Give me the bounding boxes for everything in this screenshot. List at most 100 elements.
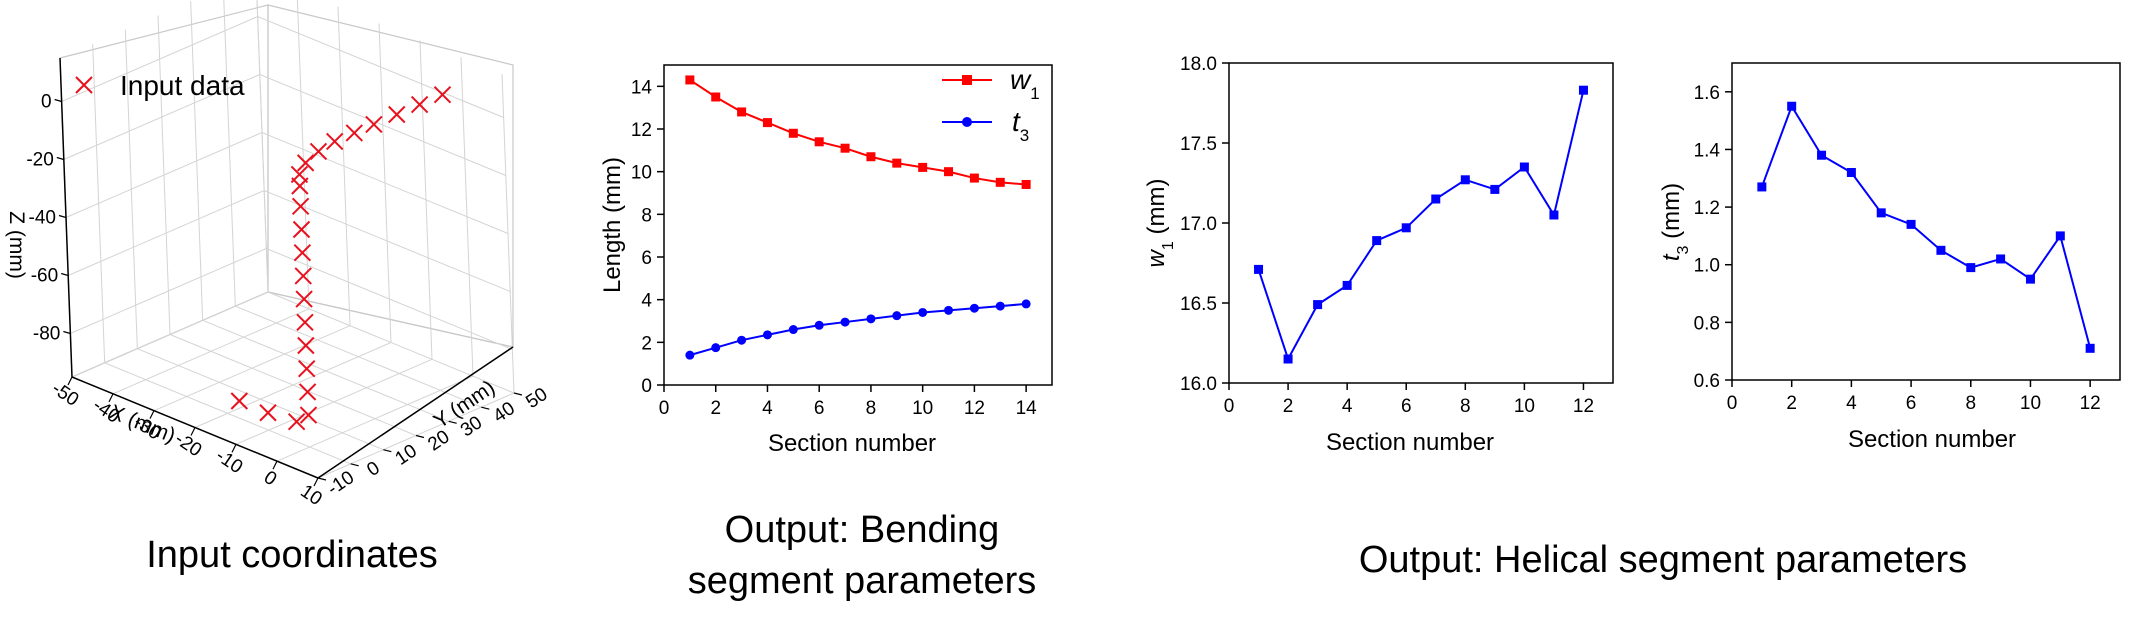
x-axis-label: Section number	[768, 430, 936, 457]
data-point-stroke	[230, 392, 249, 410]
data-point	[1313, 300, 1323, 310]
y-tick-label: 16.0	[1180, 374, 1217, 395]
data-point	[814, 137, 824, 147]
data-point	[1460, 175, 1470, 185]
y-tick-label: 0.6	[1694, 371, 1720, 392]
data-point-stroke	[291, 177, 309, 195]
data-point	[325, 132, 344, 151]
x-tick-mark	[272, 460, 278, 470]
data-point	[892, 158, 902, 168]
z-tick-label: -40	[29, 208, 56, 229]
z-tick-mark	[54, 98, 62, 103]
data-point	[1936, 245, 1946, 255]
y-tick-label: 12	[631, 120, 652, 141]
data-point	[365, 115, 383, 134]
y-tick-mark	[513, 392, 523, 396]
floor-grid-line	[202, 319, 449, 422]
data-point	[1021, 179, 1031, 189]
floor-grid-line	[169, 334, 417, 436]
data-point	[296, 313, 314, 332]
x-tick-label: 4	[762, 398, 773, 419]
y-tick-label: 0.8	[1694, 313, 1720, 334]
y-tick-label: 14	[631, 77, 653, 98]
z-tick-label: 0	[41, 92, 52, 113]
data-point	[840, 317, 850, 327]
x-tick-label: 0	[1727, 393, 1738, 414]
data-point-stroke	[365, 115, 383, 134]
data-point-stroke	[298, 359, 316, 378]
data-point	[840, 143, 850, 153]
x-tick-label: 10	[1514, 396, 1535, 417]
y-tick-label: -10	[324, 467, 359, 500]
x-tick-label: -20	[171, 429, 206, 462]
data-point	[291, 177, 309, 195]
data-point	[685, 75, 695, 85]
data-point	[297, 336, 315, 355]
data-point	[1283, 354, 1293, 364]
data-point	[1966, 263, 1976, 273]
data-point	[1787, 101, 1797, 111]
x-tick-label: 8	[866, 398, 877, 419]
data-point-stroke	[292, 220, 311, 239]
legend-t3-name: t	[1012, 106, 1021, 137]
y-tick-label: 17.5	[1180, 134, 1217, 155]
data-point	[298, 359, 316, 378]
z-tick-label: -80	[33, 324, 60, 345]
x-tick-label: -50	[48, 378, 83, 411]
data-point-stroke	[287, 412, 306, 431]
y-axis-label-sub: 1	[1160, 241, 1177, 250]
data-point-stroke	[345, 124, 363, 142]
y-tick-mark	[383, 449, 392, 453]
data-point-stroke	[299, 406, 318, 424]
y-tick-label: 10	[392, 440, 421, 469]
y-tick-label: 1.6	[1694, 83, 1720, 104]
x-tick-label: 4	[1846, 393, 1857, 414]
x-tick-label: -10	[212, 445, 247, 478]
y-tick-mark	[481, 406, 490, 410]
y-tick-label: 2	[641, 333, 652, 354]
y-tick-label: 8	[641, 205, 652, 226]
caption-helical: Output: Helical segment parameters	[1359, 539, 1967, 581]
data-point	[1817, 150, 1827, 160]
data-point	[259, 404, 277, 422]
x-axis-label: Section number	[1848, 426, 2016, 453]
axes-ticks: 0 2 4 6 8 10 12 0.6 0.8 1.0 1.2 1.4 1.6	[1694, 83, 2101, 414]
data-point-stroke	[293, 243, 312, 262]
x-tick-label: 12	[964, 398, 985, 419]
x-tick-label: 8	[1965, 393, 1976, 414]
data-point	[814, 320, 824, 330]
series-group	[1254, 85, 1588, 364]
data-point	[287, 412, 306, 431]
data-point	[788, 325, 798, 335]
y-axis-label: Length (mm)	[599, 157, 626, 293]
data-point	[1757, 182, 1767, 192]
y-tick-label: 18.0	[1180, 54, 1217, 75]
series-line-0	[689, 79, 1027, 186]
legend-w1-name: w	[1010, 64, 1032, 95]
data-point	[292, 220, 311, 239]
data-point	[969, 303, 979, 313]
z-tick-mark	[61, 272, 69, 277]
x-tick-mark	[190, 427, 196, 436]
data-point	[388, 105, 406, 124]
y-axis-label-unit: (mm)	[1143, 179, 1170, 242]
axes-ticks: 0 2 4 6 8 10 12 14 0 2 4 6 8 10 12 14	[631, 77, 1037, 419]
y-tick-mark	[448, 420, 457, 424]
svg-text:w1: w1	[1010, 64, 1040, 103]
wall-grid-line	[63, 73, 507, 176]
y-tick-label: 1.2	[1694, 198, 1720, 219]
y-axis-label-main: t	[1658, 253, 1685, 261]
data-point	[1021, 299, 1031, 309]
legend-input-data: Input data	[75, 70, 245, 101]
data-point	[345, 124, 363, 142]
data-point	[762, 330, 772, 340]
wall-grid-line	[65, 131, 509, 234]
x-tick-label: 2	[710, 398, 721, 419]
data-point	[711, 343, 721, 353]
x-tick-label: 2	[1283, 396, 1294, 417]
series-group	[685, 75, 1031, 360]
series-group	[1757, 101, 2095, 353]
y-tick-label: 6	[641, 248, 652, 269]
